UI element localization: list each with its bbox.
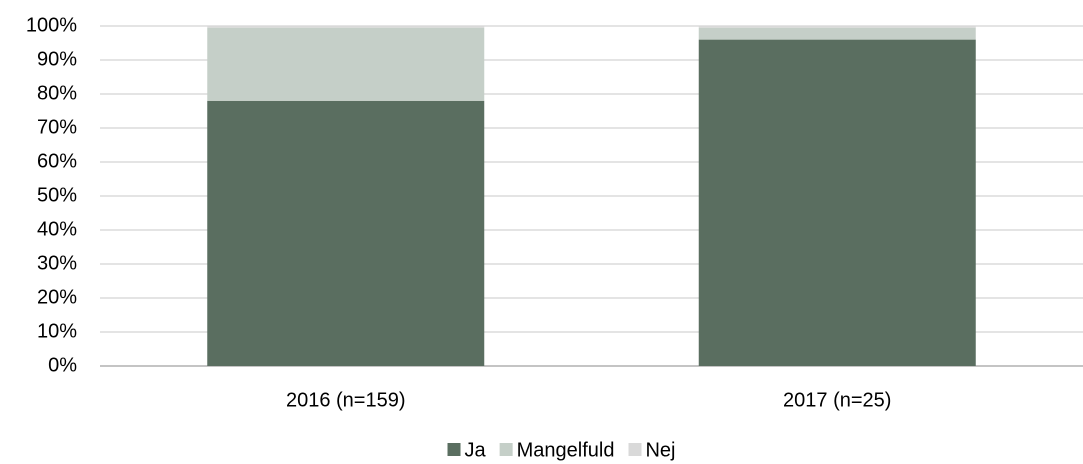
legend-label: Mangelfuld: [517, 439, 615, 461]
x-tick-label: 2016 (n=159): [286, 389, 406, 411]
bar-segment: [207, 26, 485, 28]
bar-segment: [207, 100, 485, 367]
bar-segment: [698, 39, 976, 366]
bar-segment: [698, 27, 976, 40]
y-tick-label: 40%: [37, 218, 77, 240]
legend-swatch: [447, 443, 461, 456]
legend-swatch: [628, 443, 642, 456]
legend-label: Ja: [465, 439, 487, 461]
legend-swatch: [499, 443, 513, 456]
x-tick-label: 2017 (n=25): [783, 389, 891, 411]
y-tick-label: 60%: [37, 150, 77, 172]
bar-segment: [698, 26, 976, 28]
y-tick-label: 100%: [26, 14, 77, 36]
legend-label: Nej: [645, 439, 675, 461]
y-tick-label: 30%: [37, 252, 77, 274]
y-tick-label: 90%: [37, 48, 77, 70]
y-tick-label: 20%: [37, 286, 77, 308]
y-tick-label: 80%: [37, 82, 77, 104]
bar-segment: [207, 27, 485, 101]
y-tick-label: 50%: [37, 184, 77, 206]
y-tick-label: 70%: [37, 116, 77, 138]
y-tick-label: 10%: [37, 320, 77, 342]
y-tick-label: 0%: [48, 354, 77, 376]
